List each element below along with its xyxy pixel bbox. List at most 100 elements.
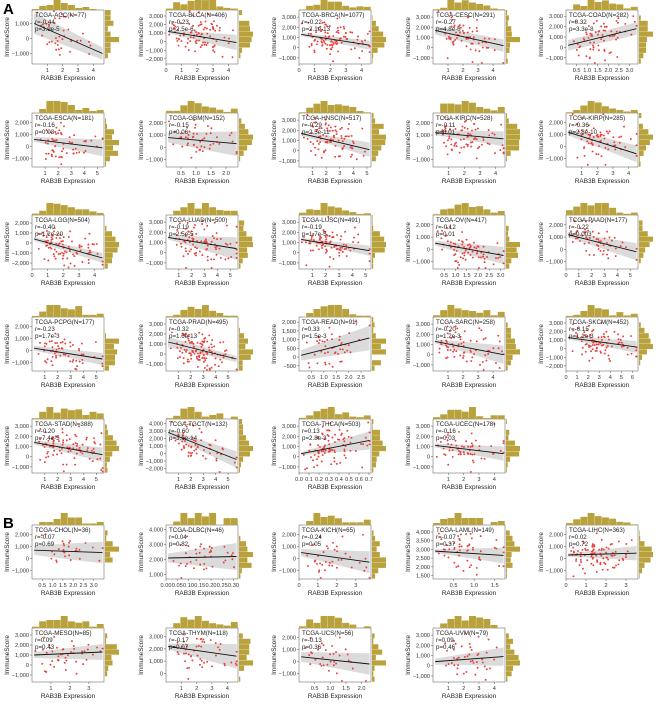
y-histogram-bar: [639, 530, 640, 536]
scatter-point: [185, 349, 188, 352]
scatter-point: [182, 445, 185, 447]
x-tick-label: 3: [210, 686, 213, 692]
scatter-point: [487, 638, 490, 641]
scatter-point: [457, 453, 460, 456]
scatter-point: [193, 226, 195, 229]
scatter-point: [204, 359, 207, 362]
scatter-point: [47, 259, 50, 262]
x-histogram-bar: [335, 414, 342, 419]
cancer-label: TCGA-SKCM(N=452): [569, 319, 629, 326]
scatter-point: [453, 546, 456, 549]
x-tick-label: 1.5: [594, 68, 602, 74]
y-tick-label: −1,000: [413, 363, 430, 369]
x-tick-label: 0: [30, 273, 33, 279]
regression-line: [435, 132, 504, 140]
regression-line: [568, 337, 637, 348]
y-histogram-bar: [506, 37, 520, 43]
scatter-point: [181, 332, 184, 335]
scatter-point: [585, 55, 588, 58]
scatter-point: [314, 658, 317, 661]
x-histogram-bar: [187, 306, 195, 317]
x-histogram-bar: [587, 305, 595, 317]
scatter-point: [80, 245, 83, 248]
scatter-point: [476, 654, 479, 656]
scatter-point: [56, 233, 59, 236]
scatter-point: [451, 41, 454, 44]
x-tick-label: 1: [311, 171, 314, 177]
p-value: p=0.43: [35, 644, 55, 651]
scatter-point: [444, 235, 447, 238]
y-axis-label: ImmuneScore: [405, 17, 412, 57]
scatter-point: [346, 429, 349, 432]
scatter-point: [325, 47, 328, 50]
scatter-point: [625, 246, 627, 249]
y-tick-label: 3,000: [416, 633, 430, 639]
y-tick-label: −1,000: [146, 48, 163, 54]
x-histogram-bar: [187, 518, 195, 525]
scatter-point: [75, 547, 78, 550]
x-histogram-bar: [433, 417, 440, 419]
scatter-point: [194, 548, 197, 551]
x-axis-label: RAB3B Expression: [442, 178, 497, 185]
scatter-point: [233, 566, 235, 569]
y-histogram-bar: [506, 446, 520, 452]
regression-line: [301, 552, 370, 563]
scatter-point: [462, 354, 465, 357]
x-tick-label: 2: [57, 171, 60, 177]
scatter-plot-tcga-lgg: TCGA-LGG(N=504)r=-0.40p=1.2e-200 1 2 3 42,00…: [4, 203, 119, 287]
y-histogram-bar: [372, 530, 374, 536]
scatter-point: [235, 252, 238, 255]
x-histogram-bar: [447, 619, 455, 628]
x-histogram-bar: [342, 5, 350, 10]
scatter-point: [606, 345, 609, 347]
scatter-point: [210, 240, 213, 243]
x-histogram-bar: [454, 204, 462, 215]
scatter-point: [461, 29, 464, 32]
scatter-point: [235, 150, 238, 153]
y-histogram-bar: [506, 10, 508, 16]
scatter-point: [192, 14, 195, 17]
scatter-point: [186, 42, 189, 44]
scatter-point: [570, 549, 573, 552]
scatter-point: [64, 656, 67, 659]
x-tick-label: 1: [180, 68, 183, 74]
scatter-point: [453, 657, 455, 659]
scatter-point: [313, 51, 316, 54]
y-histogram-bar: [239, 573, 241, 579]
scatter-point: [87, 643, 90, 646]
scatter-point: [630, 33, 633, 36]
x-axis-label: RAB3B Expression: [175, 75, 230, 82]
scatter-point: [52, 442, 55, 445]
scatter-point: [444, 548, 446, 551]
scatter-plot-tcga-chol: TCGA-CHOL(N=36)r=-0.07p=0.690.5 1.0 1.5 2.0…: [4, 513, 119, 597]
scatter-point: [575, 231, 578, 234]
scatter-point: [459, 338, 462, 341]
y-histogram-bar: [372, 535, 376, 541]
x-tick-label: 2: [462, 477, 465, 483]
scatter-point: [183, 447, 186, 449]
scatter-point: [447, 443, 450, 446]
scatter-point: [446, 356, 449, 359]
scatter-point: [222, 561, 225, 564]
x-histogram-bar: [580, 311, 588, 317]
x-histogram-bar: [497, 211, 505, 215]
scatter-point: [581, 234, 584, 237]
scatter-point: [321, 28, 324, 31]
x-histogram-bar: [60, 513, 68, 525]
x-histogram-bar: [447, 409, 455, 419]
y-tick-label: −1,000: [146, 158, 163, 164]
x-histogram-bar: [75, 306, 83, 317]
scatter-point: [335, 566, 338, 569]
x-tick-label: 4: [216, 273, 219, 279]
p-value: p=3.6e-14: [169, 435, 198, 442]
y-tick-label: −1,000: [413, 158, 430, 164]
correlation-r: r=-0.19: [302, 224, 322, 231]
scatter-point: [614, 148, 617, 151]
scatter-point: [605, 25, 608, 28]
scatter-point: [599, 131, 602, 134]
x-histogram-bar: [356, 315, 364, 317]
y-histogram-bar: [639, 123, 643, 129]
x-tick-label: 2.5: [615, 68, 623, 74]
scatter-point: [599, 350, 602, 353]
y-tick-label: −1,000: [146, 459, 163, 465]
